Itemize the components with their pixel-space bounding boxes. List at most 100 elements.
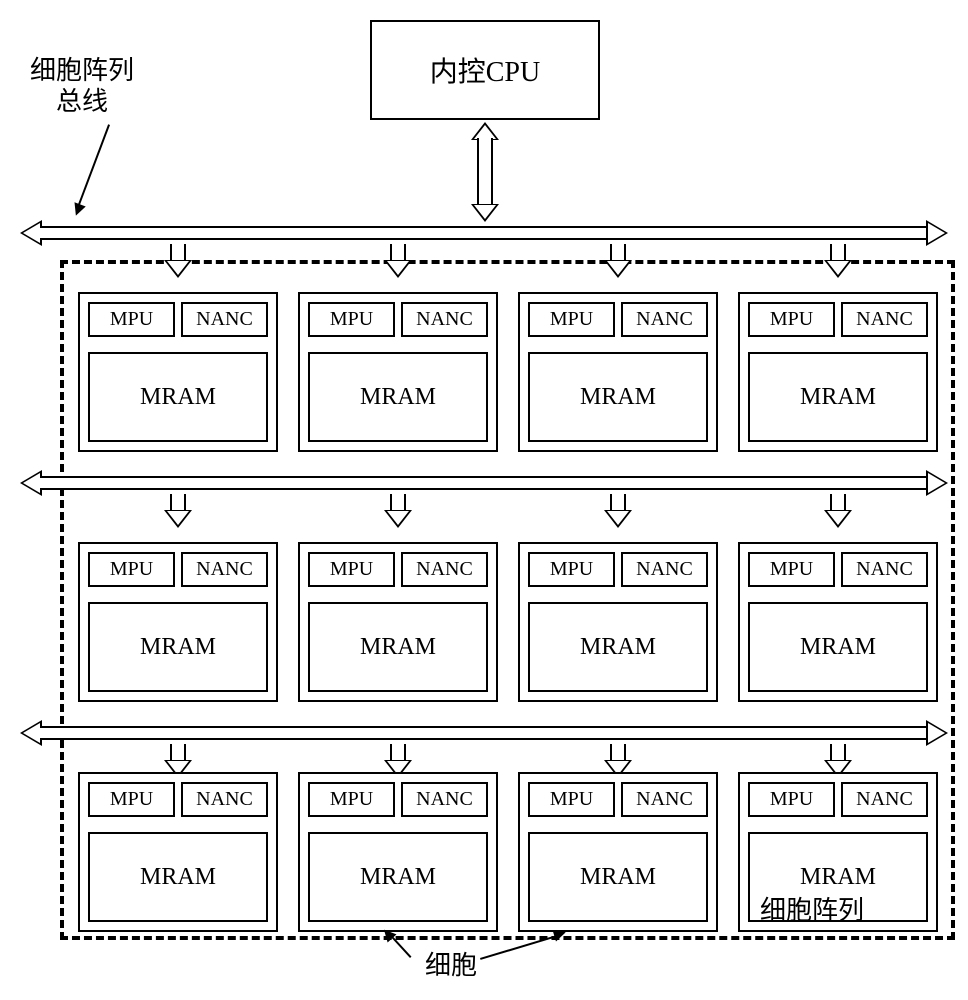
mpu-label: MPU [770,308,813,330]
bus-label-wrap: 细胞阵列 总线 [30,55,134,117]
nanc-box: NANC [841,552,928,587]
mpu-box: MPU [308,782,395,817]
mram-box: MRAM [748,352,928,442]
mram-box: MRAM [88,352,268,442]
mpu-label: MPU [770,788,813,810]
mram-box: MRAM [308,832,488,922]
nanc-box: NANC [621,302,708,337]
mram-label: MRAM [800,634,876,661]
arrow-down-icon [604,260,632,278]
mpu-label: MPU [330,558,373,580]
mram-box: MRAM [748,602,928,692]
nanc-label: NANC [636,788,693,810]
mpu-box: MPU [528,302,615,337]
cell: MPU NANC MRAM [298,542,498,702]
nanc-label: NANC [416,788,473,810]
nanc-label: NANC [416,558,473,580]
arrow-down-icon [824,510,852,528]
arrow-down-icon [384,510,412,528]
bus-arrow-left-icon [20,220,42,246]
mram-label: MRAM [580,634,656,661]
mpu-label: MPU [110,308,153,330]
nanc-box: NANC [401,302,488,337]
bus-line [40,726,928,740]
cell: MPU NANC MRAM [298,292,498,452]
mram-label: MRAM [140,634,216,661]
mram-box: MRAM [88,602,268,692]
cell: MPU NANC MRAM [78,772,278,932]
cell: MPU NANC MRAM [298,772,498,932]
cpu-bus-connector [477,138,493,204]
nanc-label: NANC [416,308,473,330]
mram-label: MRAM [140,864,216,891]
mram-box: MRAM [308,352,488,442]
mpu-label: MPU [330,308,373,330]
mram-box: MRAM [308,602,488,692]
cell: MPU NANC MRAM [78,292,278,452]
bus-line [40,476,928,490]
mpu-label: MPU [110,558,153,580]
mpu-box: MPU [748,782,835,817]
nanc-box: NANC [841,782,928,817]
mram-label: MRAM [360,634,436,661]
mpu-box: MPU [308,302,395,337]
mpu-box: MPU [528,552,615,587]
cell-label: 细胞 [425,951,477,980]
bus-arrow-right-icon [926,220,948,246]
nanc-label: NANC [636,558,693,580]
pointer-line [76,124,110,210]
cell: MPU NANC MRAM [738,292,938,452]
bus-label: 细胞阵列 总线 [30,56,134,116]
cell: MPUNANCMRAM [518,772,718,932]
mpu-box: MPU [308,552,395,587]
bus-arrow-right-icon [926,470,948,496]
mpu-label: MPU [550,788,593,810]
mram-label: MRAM [800,384,876,411]
arrow-down-icon [164,510,192,528]
cell: MPU NANC MRAM [518,292,718,452]
arrow-down-icon [164,260,192,278]
nanc-box: NANC [621,782,708,817]
nanc-label: NANC [196,308,253,330]
mpu-box: MPU [748,552,835,587]
array-label: 细胞阵列 [760,896,864,925]
bus-arrow-right-icon [926,720,948,746]
mpu-box: MPU [88,552,175,587]
mpu-label: MPU [110,788,153,810]
mram-label: MRAM [360,384,436,411]
mpu-label: MPU [330,788,373,810]
arrow-down-icon [604,510,632,528]
nanc-box: NANC [181,782,268,817]
mram-label: MRAM [800,864,876,891]
cell: MPU NANC MRAM [78,542,278,702]
cell: MPU NANC MRAM [738,542,938,702]
array-label-wrap: 细胞阵列 [760,890,864,927]
nanc-box: NANC [401,782,488,817]
bus-arrow-left-icon [20,470,42,496]
mpu-box: MPU [528,782,615,817]
nanc-label: NANC [856,788,913,810]
mpu-label: MPU [770,558,813,580]
nanc-box: NANC [621,552,708,587]
arrow-down-icon [471,204,499,222]
cell: MPU NANC MRAM [518,542,718,702]
mpu-box: MPU [748,302,835,337]
nanc-label: NANC [856,308,913,330]
nanc-box: NANC [181,552,268,587]
cell-label-wrap: 细胞 [425,945,477,982]
nanc-box: NANC [841,302,928,337]
mram-box: MRAM [528,602,708,692]
cpu-box: 内控CPU [370,20,600,120]
nanc-label: NANC [196,788,253,810]
nanc-box: NANC [181,302,268,337]
nanc-label: NANC [196,558,253,580]
arrow-down-icon [384,260,412,278]
bus-line [40,226,928,240]
mram-box: MRAM [88,832,268,922]
arrow-down-icon [824,260,852,278]
mpu-label: MPU [550,558,593,580]
mpu-label: MPU [550,308,593,330]
mpu-box: MPU [88,782,175,817]
mram-box: MRAM [528,352,708,442]
cpu-label: 内控CPU [430,50,540,90]
